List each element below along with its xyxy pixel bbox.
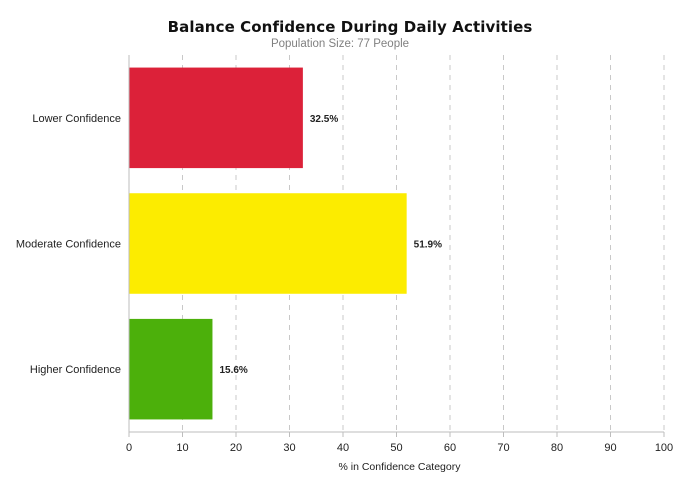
bars	[129, 67, 407, 420]
category-label-0: Lower Confidence	[32, 113, 121, 125]
x-tick-label-60: 60	[444, 442, 456, 454]
x-tick-label-10: 10	[176, 442, 188, 454]
bar-2	[129, 318, 213, 420]
x-tick-label-40: 40	[337, 442, 349, 454]
chart-subtitle: Population Size: 77 People	[270, 38, 410, 50]
category-label-2: Higher Confidence	[30, 364, 121, 376]
bar-0	[129, 67, 303, 169]
data-label-0: 32.5%	[310, 114, 338, 125]
x-tick-label-30: 30	[283, 442, 295, 454]
labels: Lower Confidence 32.5% Moderate Confidence…	[16, 113, 442, 376]
bar-1	[129, 193, 407, 294]
x-tick-label-90: 90	[604, 442, 616, 454]
x-tick-label-50: 50	[390, 442, 402, 454]
x-axis-title: % in Confidence Category	[339, 461, 462, 473]
data-label-2: 15.6%	[219, 365, 247, 376]
x-tick-label-70: 70	[497, 442, 509, 454]
x-tick-label-20: 20	[230, 442, 242, 454]
chart-title: Balance Confidence During Daily Activiti…	[167, 18, 533, 36]
category-label-1: Moderate Confidence	[16, 239, 121, 251]
x-axis: 0 10 20 30 40 50 60 70 80 90 100	[126, 55, 673, 454]
x-tick-label-0: 0	[126, 442, 132, 454]
x-tick-label-80: 80	[551, 442, 563, 454]
data-label-1: 51.9%	[414, 240, 442, 251]
x-tick-label-100: 100	[655, 442, 673, 454]
